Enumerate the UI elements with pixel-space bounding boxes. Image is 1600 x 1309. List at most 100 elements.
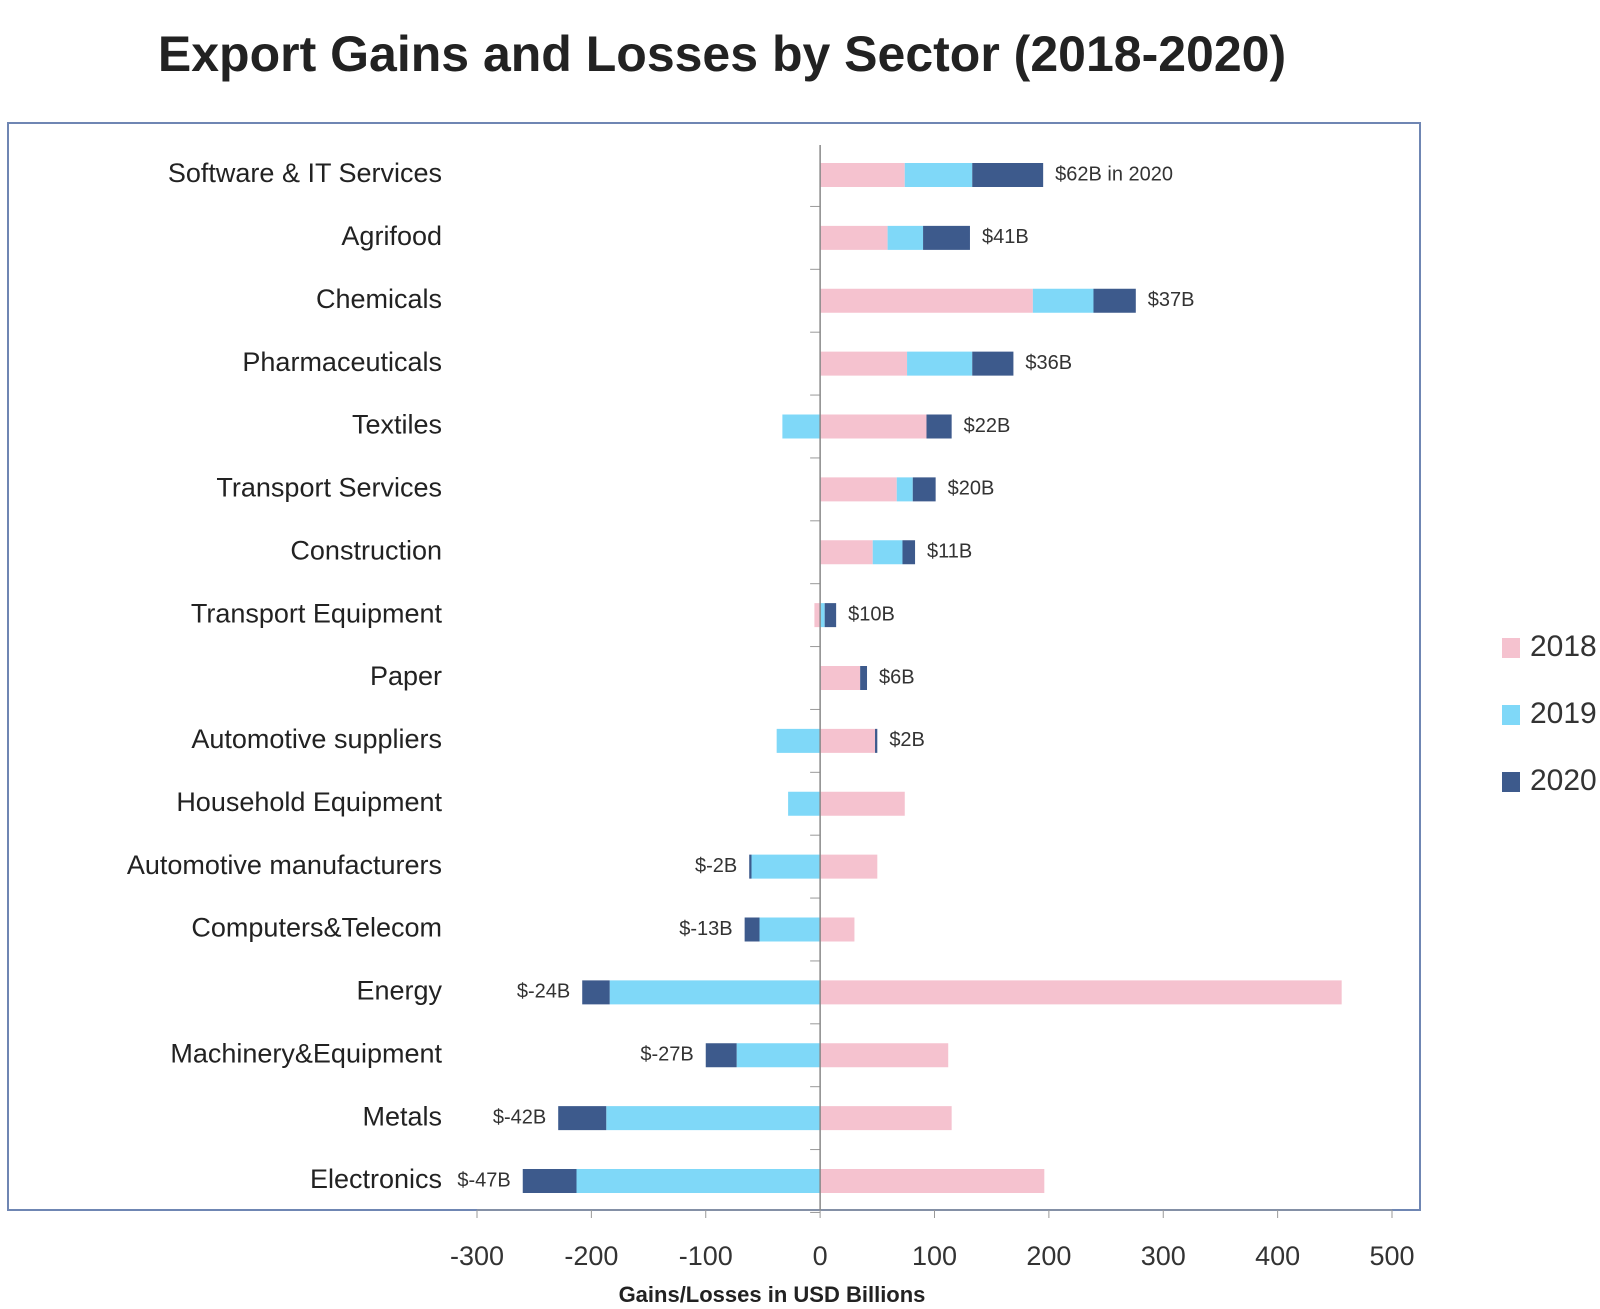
bar-segment	[820, 854, 878, 879]
bar-segment	[923, 225, 970, 250]
category-label: Textiles	[352, 410, 442, 440]
bar-segment	[904, 163, 973, 187]
bar-segment	[820, 1106, 952, 1131]
category-label: Machinery&Equipment	[170, 1038, 442, 1068]
category-label: Construction	[290, 535, 442, 565]
bar-segment	[759, 917, 821, 942]
value-label: $2B	[889, 729, 925, 751]
bar-segment	[609, 980, 821, 1005]
bar-segment	[824, 603, 837, 628]
bar-segment	[820, 1043, 949, 1068]
bar-segment	[907, 351, 973, 376]
x-tick-label: 400	[1255, 1241, 1300, 1271]
value-label: $37B	[1148, 289, 1195, 311]
bar-segment	[582, 980, 610, 1005]
x-tick-label: 0	[813, 1241, 828, 1271]
bar-segment	[749, 854, 752, 879]
category-label: Metals	[362, 1101, 442, 1131]
bar-segment	[820, 980, 1342, 1005]
bar-segment	[705, 1043, 737, 1068]
bar-segment	[576, 1169, 821, 1193]
category-label: Transport Services	[216, 473, 442, 503]
category-label: Chemicals	[316, 284, 442, 314]
x-tick-label: 200	[1026, 1241, 1071, 1271]
bar-segment	[820, 666, 861, 690]
x-tick-label: 100	[912, 1241, 957, 1271]
bar-segment	[558, 1106, 607, 1131]
value-label: $10B	[848, 603, 895, 625]
bar-segment	[736, 1043, 821, 1068]
x-tick-label: 500	[1369, 1241, 1414, 1271]
bar-segment	[820, 540, 873, 565]
value-label: $-2B	[695, 855, 737, 877]
value-label: $62B in 2020	[1055, 163, 1173, 185]
x-tick-label: 300	[1141, 1241, 1186, 1271]
value-label: $-13B	[679, 918, 732, 940]
category-label: Transport Equipment	[191, 598, 443, 628]
bar-segment	[820, 414, 927, 439]
bar-segment	[875, 728, 878, 753]
x-tick-label: -300	[450, 1241, 504, 1271]
category-label: Computers&Telecom	[191, 913, 442, 943]
bar-segment	[776, 728, 821, 753]
bar-segment	[872, 540, 903, 565]
bar-segment	[896, 477, 913, 502]
bar-segment	[820, 163, 905, 187]
bar-segment	[820, 917, 855, 942]
legend-label: 2018	[1530, 630, 1597, 663]
category-label: Energy	[356, 976, 442, 1006]
bar-segment	[820, 288, 1033, 313]
value-label: $36B	[1025, 352, 1072, 374]
category-label: Automotive manufacturers	[127, 850, 442, 880]
value-label: $-24B	[517, 981, 570, 1003]
category-label: Agrifood	[341, 221, 442, 251]
x-tick-label: -100	[679, 1241, 733, 1271]
category-label: Automotive suppliers	[191, 724, 442, 754]
bar-segment	[820, 603, 825, 628]
x-axis-title: Gains/Losses in USD Billions	[619, 1282, 926, 1307]
value-label: $41B	[982, 226, 1029, 248]
bar-segment	[902, 540, 916, 565]
value-label: $11B	[927, 541, 972, 563]
bar-segment	[820, 351, 908, 376]
bar-segment	[820, 1169, 1045, 1193]
bar-segment	[782, 414, 821, 439]
value-label: $-42B	[493, 1106, 546, 1128]
bar-segment	[1032, 288, 1094, 313]
category-label: Software & IT Services	[168, 158, 442, 188]
legend-swatch	[1502, 638, 1520, 658]
bar-segment	[744, 917, 760, 942]
chart-title: Export Gains and Losses by Sector (2018-…	[158, 26, 1286, 82]
x-tick-label: -200	[564, 1241, 618, 1271]
category-label: Paper	[370, 661, 442, 691]
legend-swatch	[1502, 705, 1520, 725]
value-label: $6B	[879, 666, 915, 688]
bar-segment	[814, 603, 821, 628]
bar-segment	[820, 225, 888, 250]
bar-segment	[860, 666, 868, 690]
bar-segment	[820, 791, 905, 816]
legend-label: 2020	[1530, 764, 1597, 797]
bar-segment	[1093, 288, 1136, 313]
bar-segment	[522, 1169, 577, 1193]
bar-segment	[820, 728, 876, 753]
value-label: $-47B	[457, 1169, 510, 1191]
bar-segment	[912, 477, 936, 502]
value-label: $22B	[964, 415, 1011, 437]
bar-segment	[972, 163, 1044, 187]
value-label: $-27B	[640, 1044, 693, 1066]
bar-segment	[820, 477, 897, 502]
bar-segment	[887, 225, 924, 250]
bar-segment	[972, 351, 1014, 376]
bar-segment	[751, 854, 821, 879]
legend-label: 2019	[1530, 697, 1597, 730]
legend-swatch	[1502, 772, 1520, 792]
category-label: Electronics	[310, 1164, 442, 1194]
category-label: Household Equipment	[176, 787, 442, 817]
category-label: Pharmaceuticals	[242, 347, 442, 377]
bar-segment	[788, 791, 821, 816]
value-label: $20B	[948, 478, 995, 500]
bar-segment	[926, 414, 952, 439]
bar-segment	[606, 1106, 821, 1131]
